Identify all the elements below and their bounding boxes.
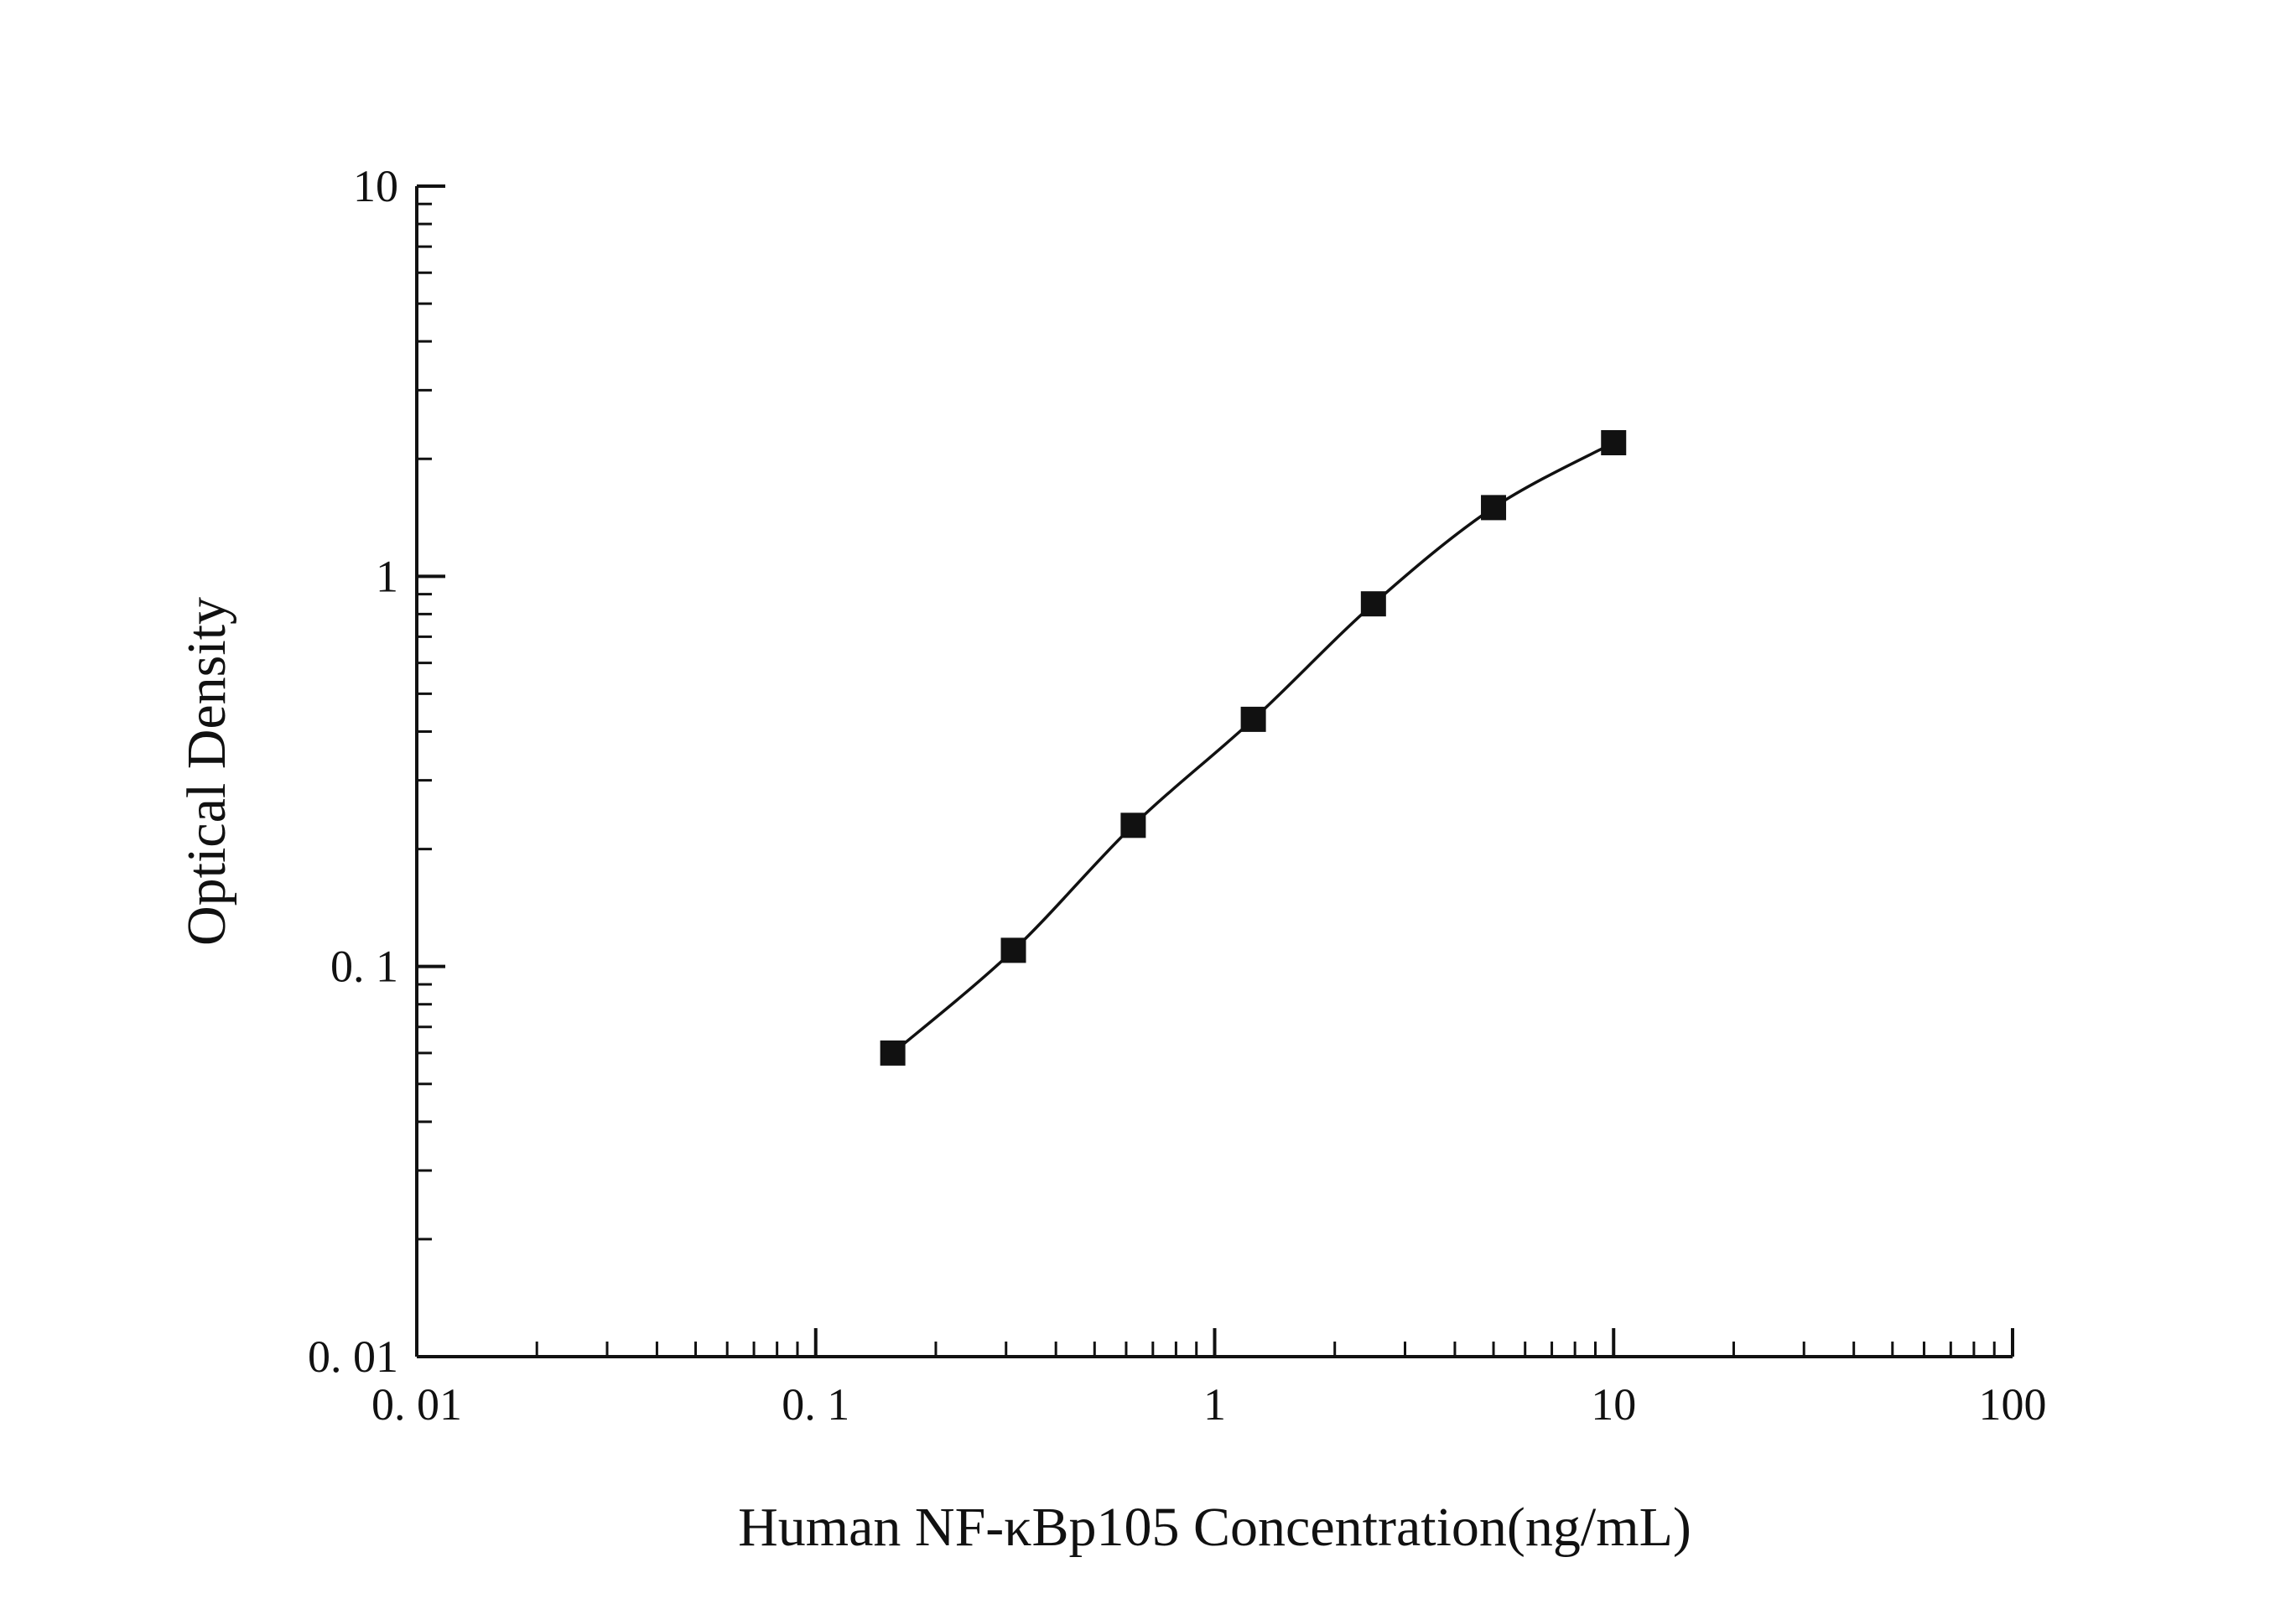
x-tick-label: 10 bbox=[1591, 1379, 1636, 1430]
x-axis-title: Human NF-κBp105 Concentration(ng/mL) bbox=[738, 1497, 1691, 1558]
x-tick-label: 1 bbox=[1203, 1379, 1226, 1430]
data-point-marker bbox=[880, 1040, 906, 1066]
data-point-marker bbox=[1240, 706, 1266, 732]
x-tick-label: 0. 1 bbox=[782, 1379, 849, 1430]
data-point-markers bbox=[880, 429, 1627, 1066]
data-point-marker bbox=[1360, 591, 1386, 617]
data-point-marker bbox=[1601, 429, 1627, 455]
y-tick-label: 0. 01 bbox=[308, 1331, 398, 1382]
x-tick-label: 0. 01 bbox=[371, 1379, 462, 1430]
y-tick-label: 10 bbox=[353, 161, 398, 211]
x-tick-label: 100 bbox=[1979, 1379, 2047, 1430]
axis-ticks bbox=[415, 184, 2014, 1358]
data-point-marker bbox=[1481, 495, 1507, 521]
axis-tick-labels: 0. 01 0. 1 1 10 100 0. 01 0. 1 1 10 bbox=[308, 161, 2047, 1430]
y-tick-label: 1 bbox=[376, 551, 398, 601]
data-point-marker bbox=[1120, 812, 1146, 838]
data-point-marker bbox=[1000, 937, 1026, 963]
y-axis-title: Optical Density bbox=[176, 597, 237, 946]
y-tick-label: 0. 1 bbox=[330, 942, 398, 992]
axes bbox=[415, 186, 2013, 1358]
